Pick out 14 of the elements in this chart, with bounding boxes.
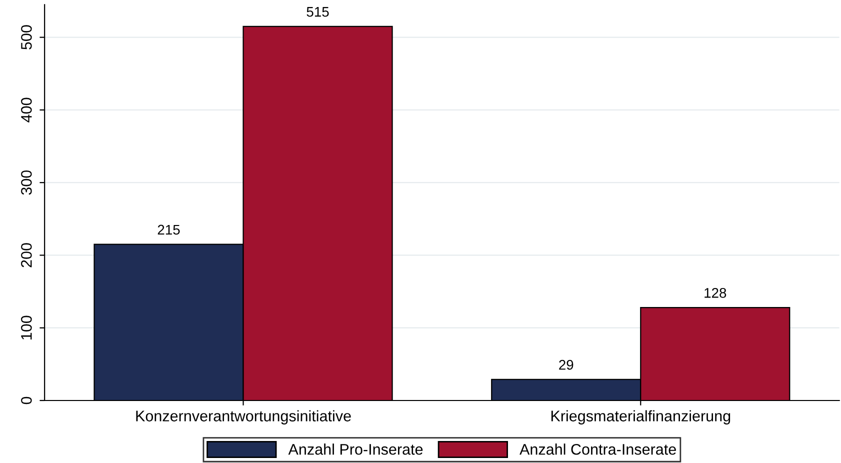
data-label: 128 xyxy=(704,288,726,298)
x-tick-label: Kriegsmaterialfinanzierung xyxy=(551,410,730,424)
data-label: 29 xyxy=(559,360,574,370)
y-tick-label: 500 xyxy=(21,25,32,50)
y-tick-label: 300 xyxy=(21,170,32,195)
y-tick-label: 200 xyxy=(21,243,32,268)
data-label: 215 xyxy=(158,224,180,235)
x-tick-label: Konzernverantwortungsinitiative xyxy=(136,410,351,424)
y-tick-label: 0 xyxy=(21,396,32,404)
y-tick-label: 100 xyxy=(21,316,32,340)
data-label: 515 xyxy=(306,7,329,17)
legend-label: Anzahl Contra-Inserate xyxy=(520,444,676,455)
legend-label: Anzahl Pro-Inserate xyxy=(288,444,423,455)
y-tick-label: 400 xyxy=(21,98,32,122)
